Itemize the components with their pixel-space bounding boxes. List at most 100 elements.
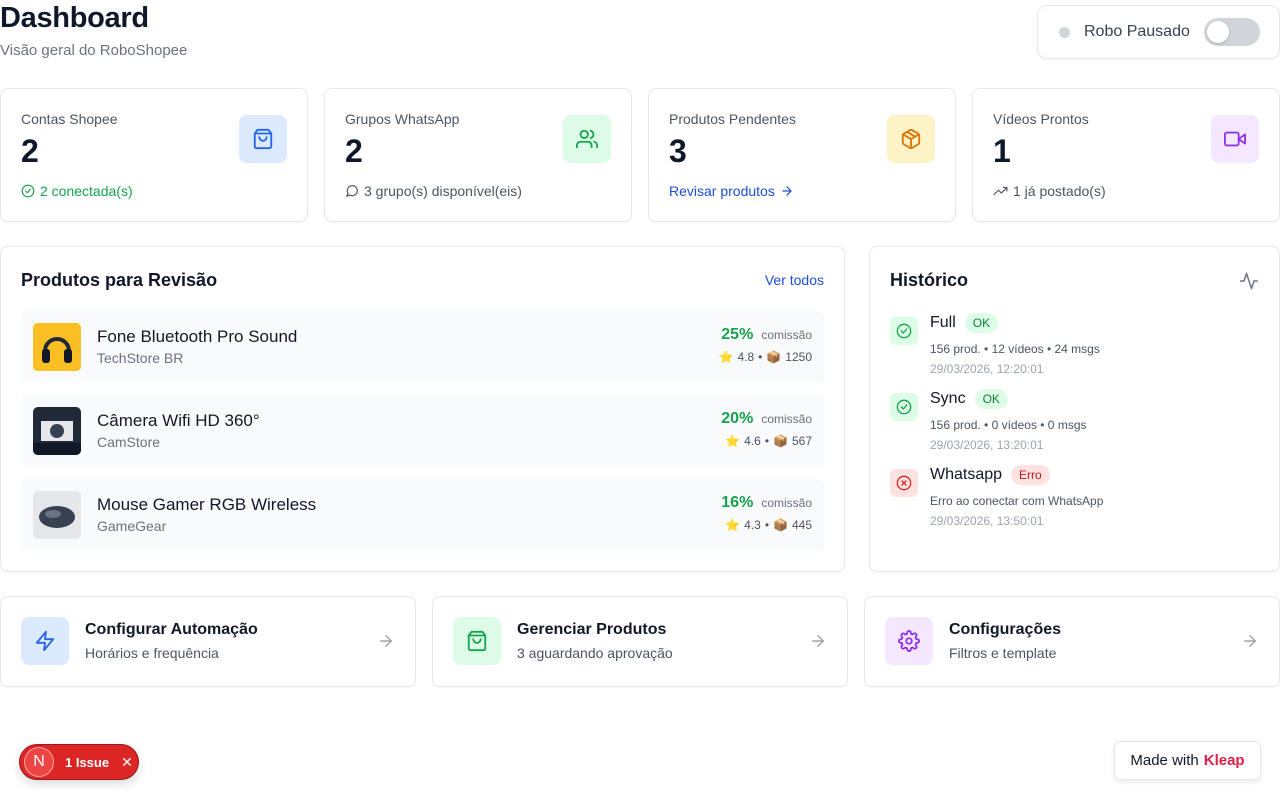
status-badge: Erro — [1011, 465, 1050, 485]
history-item-detail: Erro ao conectar com WhatsApp — [930, 494, 1104, 508]
close-icon[interactable]: ✕ — [121, 753, 133, 770]
users-icon — [563, 115, 611, 163]
product-name: Mouse Gamer RGB Wireless — [97, 495, 317, 514]
lightning-icon — [21, 617, 69, 665]
stat-foot-text: 3 grupo(s) disponível(eis) — [364, 183, 522, 199]
made-with-badge[interactable]: Made with Kleap — [1114, 741, 1261, 780]
switch-knob — [1206, 21, 1229, 43]
package-icon: 📦 — [773, 518, 788, 532]
video-icon — [1211, 115, 1259, 163]
product-store: TechStore BR — [97, 350, 184, 366]
trending-up-icon — [993, 186, 1008, 196]
history-item-time: 29/03/2026, 13:50:01 — [930, 514, 1044, 528]
commission-percent: 16% — [721, 494, 754, 511]
stat-label: Produtos Pendentes — [669, 111, 796, 127]
shopping-bag-icon — [239, 115, 287, 163]
stat-foot: 3 grupo(s) disponível(eis) — [345, 183, 522, 199]
made-with-prefix: Made with — [1130, 752, 1199, 769]
arrow-right-icon — [380, 635, 392, 647]
product-sales: 1250 — [785, 350, 812, 364]
review-products-link[interactable]: Revisar produtos — [669, 183, 794, 199]
stat-card-shopee-accounts: Contas Shopee 2 2 conectada(s) — [0, 88, 308, 222]
commission-label: comissão — [761, 328, 812, 342]
quick-action-subtitle: Filtros e template — [949, 645, 1057, 661]
x-circle-icon — [890, 469, 918, 497]
product-stats: 16% comissão ⭐ 4.3 • 📦 445 — [721, 494, 812, 532]
activity-icon — [1239, 272, 1259, 290]
stat-card-ready-videos: Vídeos Prontos 1 1 já postado(s) — [972, 88, 1280, 222]
stat-foot: 2 conectada(s) — [21, 183, 133, 199]
package-icon: 📦 — [773, 434, 788, 448]
view-all-link[interactable]: Ver todos — [764, 272, 824, 288]
product-sales: 445 — [791, 518, 812, 532]
quick-action-title: Configurar Automação — [85, 621, 258, 638]
shopping-bag-icon — [453, 617, 501, 665]
stat-foot-text: 1 já postado(s) — [1013, 183, 1106, 199]
stat-card-whatsapp-groups: Grupos WhatsApp 2 3 grupo(s) disponível(… — [324, 88, 632, 222]
page-subtitle: Visão geral do RoboShopee — [0, 42, 188, 59]
star-icon: ⭐ — [725, 518, 741, 532]
kleap-brand: Kleap — [1203, 752, 1245, 769]
product-stats: 20% comissão ⭐ 4.6 • 📦 567 — [721, 410, 812, 448]
product-thumbnail-camera — [33, 407, 81, 455]
product-store: CamStore — [97, 434, 161, 450]
settings-card[interactable]: Configurações Filtros e template — [864, 596, 1280, 687]
product-rating: 4.6 — [744, 434, 761, 448]
configure-automation-card[interactable]: Configurar Automação Horários e frequênc… — [0, 596, 416, 687]
commission-label: comissão — [761, 412, 812, 426]
package-icon: 📦 — [766, 350, 782, 364]
quick-action-subtitle: 3 aguardando aprovação — [517, 645, 673, 661]
star-icon: ⭐ — [718, 350, 734, 364]
issues-badge[interactable]: N 1 Issue ✕ — [19, 744, 139, 780]
star-icon: ⭐ — [725, 434, 741, 448]
history-item-detail: 156 prod. • 12 vídeos • 24 msgs — [930, 342, 1100, 356]
history-item-detail: 156 prod. • 0 vídeos • 0 msgs — [930, 418, 1087, 432]
product-thumbnail-mouse — [33, 491, 81, 539]
status-badge: OK — [964, 313, 999, 333]
product-name: Fone Bluetooth Pro Sound — [97, 327, 298, 346]
product-row[interactable]: Fone Bluetooth Pro Sound TechStore BR 25… — [21, 311, 824, 383]
stat-foot-text: Revisar produtos — [669, 183, 775, 199]
product-rating: 4.3 — [744, 518, 761, 532]
product-name: Câmera Wifi HD 360° — [97, 411, 260, 430]
gear-icon — [885, 617, 933, 665]
check-circle-icon — [21, 184, 35, 198]
stat-card-pending-products: Produtos Pendentes 3 Revisar produtos — [648, 88, 956, 222]
package-icon — [887, 115, 935, 163]
robot-status-dot — [1059, 26, 1070, 38]
history-item-title: Whatsapp — [930, 466, 1003, 483]
message-circle-icon — [346, 185, 358, 197]
arrow-right-icon — [782, 186, 792, 196]
product-stats: 25% comissão ⭐ 4.8 • 📦 1250 — [719, 326, 813, 364]
products-panel-title: Produtos para Revisão — [21, 270, 218, 290]
commission-percent: 25% — [721, 326, 754, 343]
products-review-panel: Produtos para Revisão Ver todos Fone Blu… — [0, 246, 845, 572]
quick-action-title: Configurações — [949, 621, 1062, 638]
product-store: GameGear — [97, 518, 167, 534]
product-row[interactable]: Mouse Gamer RGB Wireless GameGear 16% com… — [21, 479, 824, 551]
stat-label: Vídeos Prontos — [993, 111, 1089, 127]
stat-value: 3 — [669, 133, 687, 169]
quick-action-title: Gerenciar Produtos — [517, 621, 667, 638]
commission-label: comissão — [761, 496, 812, 510]
next-logo-icon: N — [24, 747, 54, 777]
commission-percent: 20% — [721, 410, 754, 427]
robot-switch[interactable] — [1203, 18, 1260, 46]
stat-value: 2 — [21, 133, 39, 169]
stat-value: 2 — [345, 133, 363, 169]
stat-foot: 1 já postado(s) — [993, 183, 1106, 199]
history-item-time: 29/03/2026, 12:20:01 — [930, 362, 1044, 376]
check-circle-icon — [890, 317, 918, 345]
separator: • — [764, 518, 770, 532]
arrow-right-icon — [812, 635, 824, 647]
quick-action-subtitle: Horários e frequência — [85, 645, 219, 661]
separator: • — [758, 350, 763, 364]
manage-products-card[interactable]: Gerenciar Produtos 3 aguardando aprovaçã… — [432, 596, 848, 687]
robot-status-label: Robo Pausado — [1084, 23, 1190, 40]
history-panel: Histórico Full OK 156 prod. • 12 vídeos •… — [869, 246, 1280, 572]
history-item-title: Full — [930, 314, 956, 331]
product-row[interactable]: Câmera Wifi HD 360° CamStore 20% comissão… — [21, 395, 824, 467]
robot-status-toggle[interactable]: Robo Pausado — [1037, 5, 1280, 59]
separator: • — [764, 434, 770, 448]
page-header: Dashboard Visão geral do RoboShopee — [0, 0, 1280, 70]
